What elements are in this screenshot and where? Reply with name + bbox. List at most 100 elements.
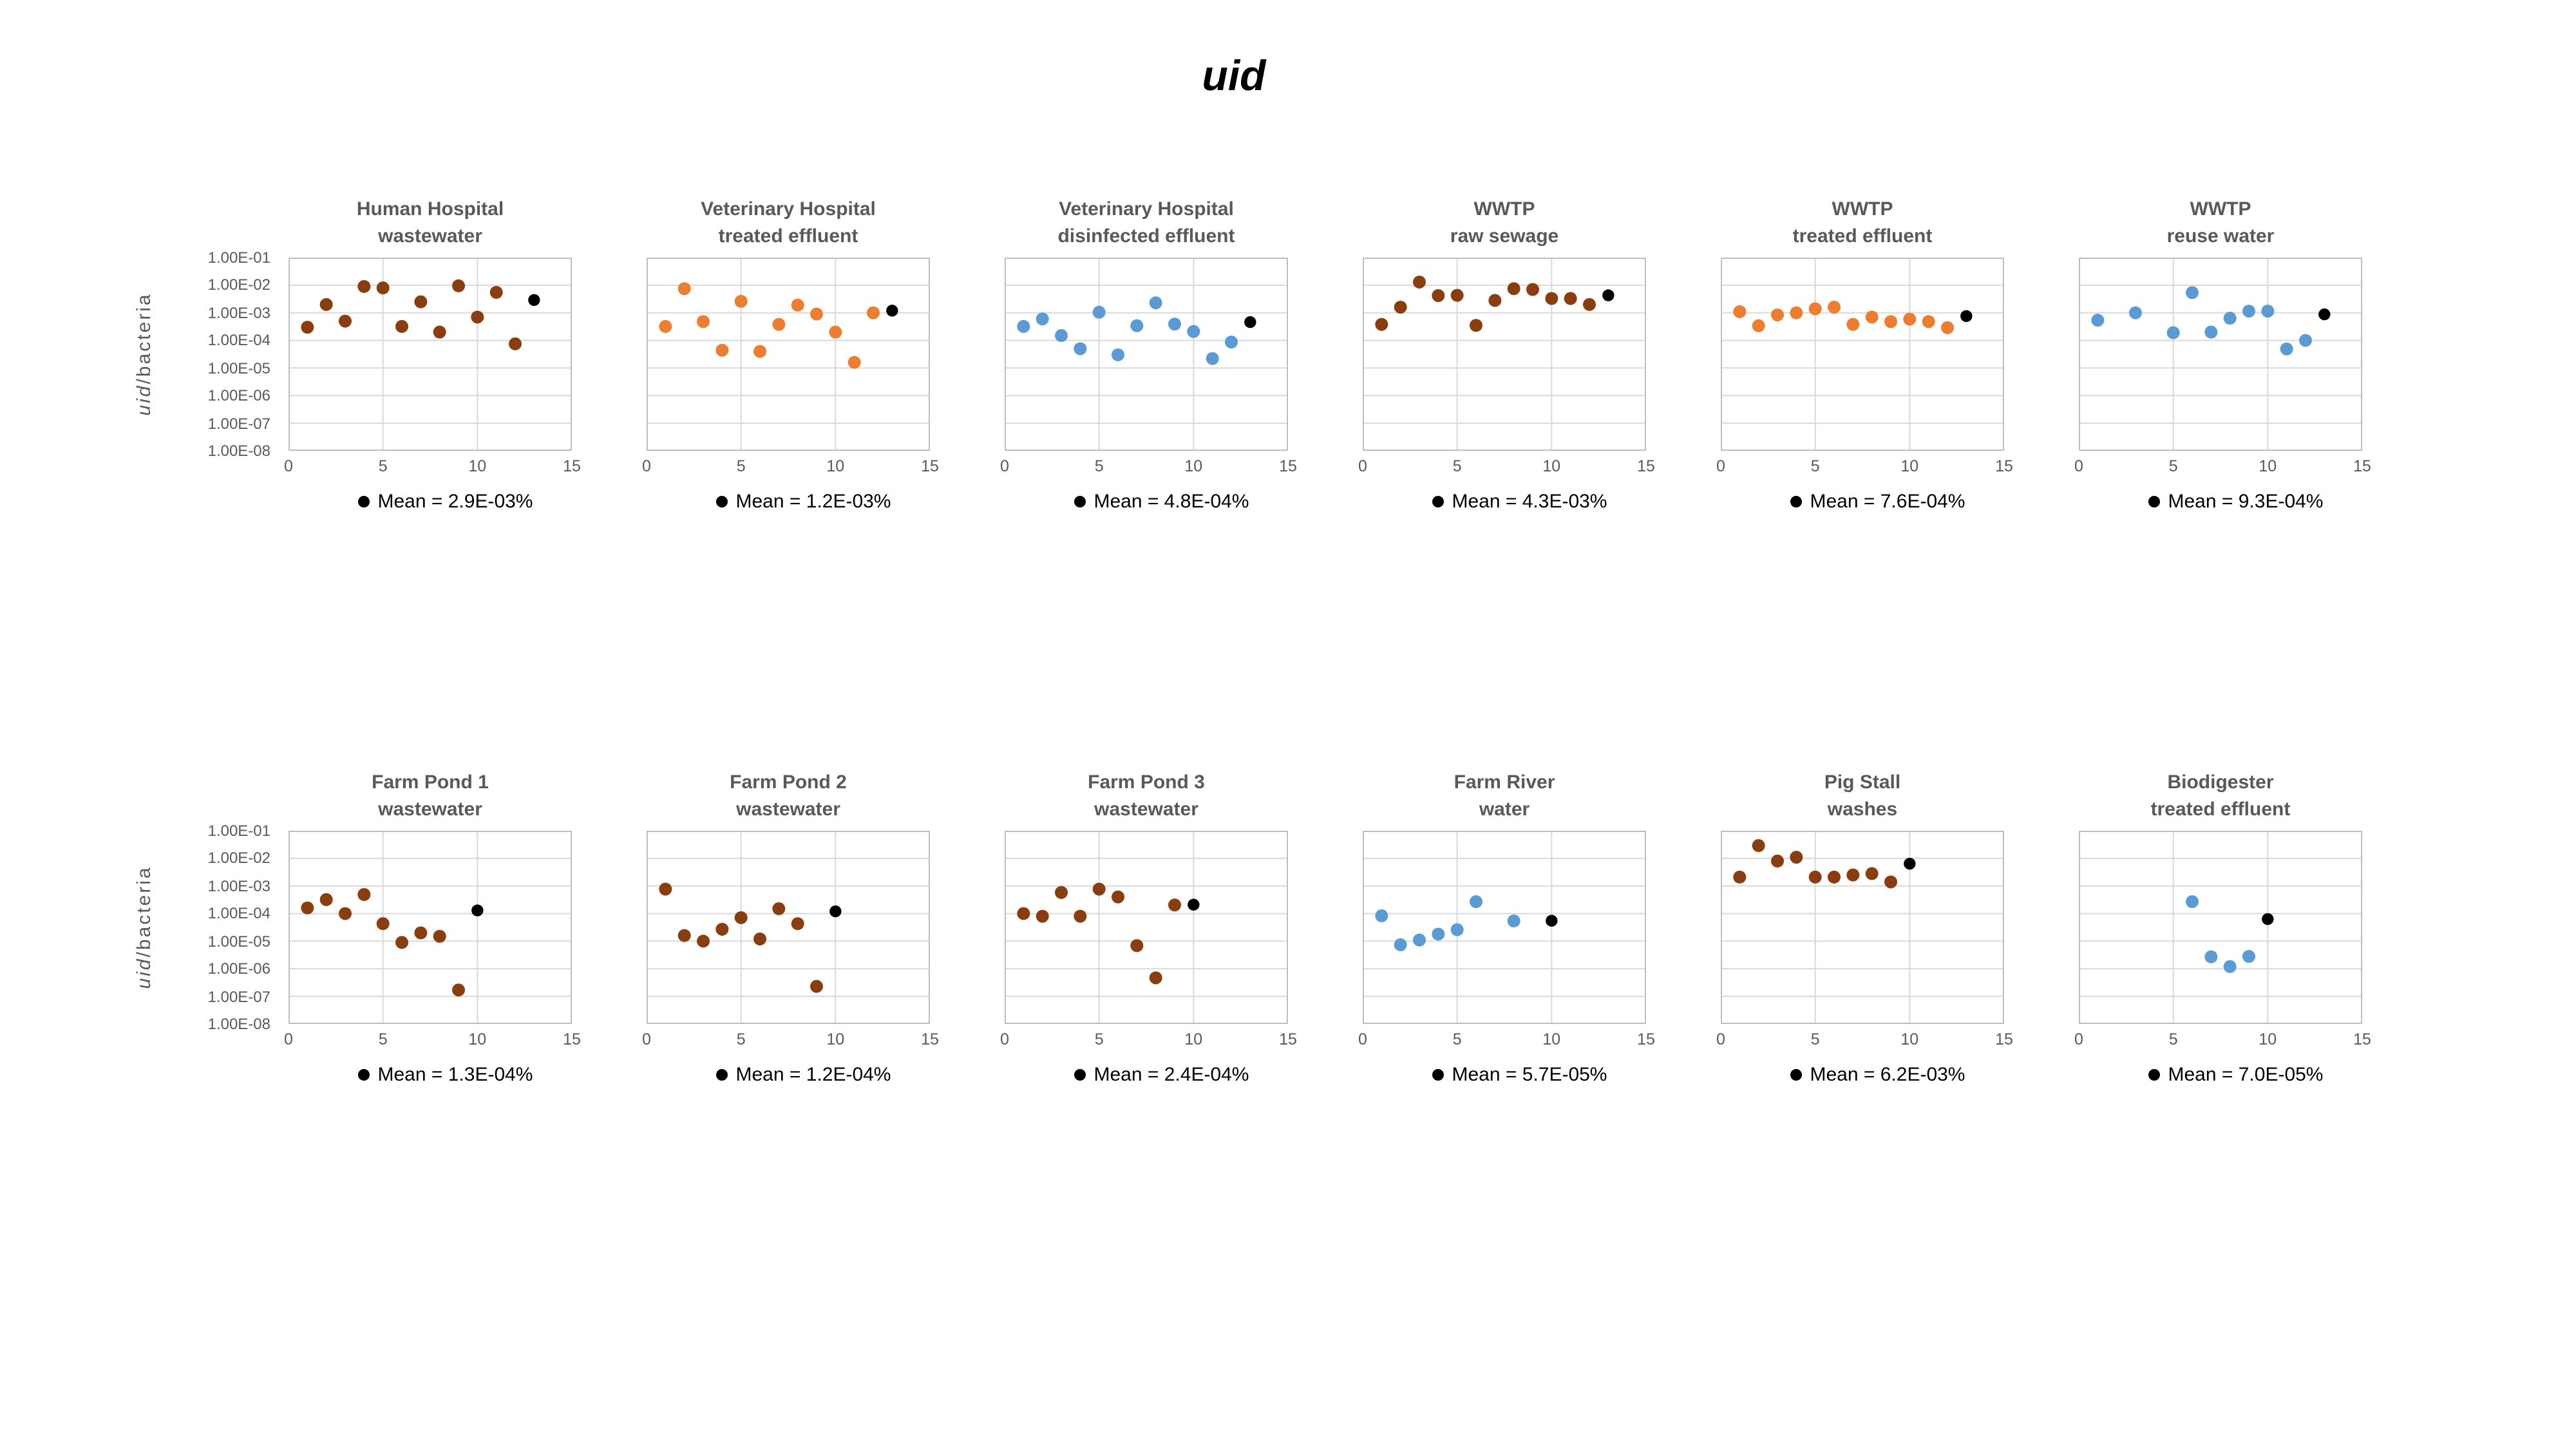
y-tick-label: 1.00E-04 [207,331,270,350]
plot-area [1363,258,1646,451]
plot-area [1721,831,2004,1024]
data-point [848,355,861,369]
subplot-farm-river-water: Farm River water 0 5 10 15 Mean = 5.7E-05% [1358,769,1655,1119]
x-tick-label: 10 [1542,457,1561,475]
y-tick-label: 1.00E-02 [207,849,270,867]
data-point [433,929,446,943]
x-tick-label: 0 [1000,1030,1009,1048]
data-point [1470,319,1482,332]
subplot-row-bottom: uid/bacteria Farm Pond 1 wastewater 1.00E-… [0,769,2576,1119]
x-tick-label: 10 [826,1030,845,1048]
subplot-title-line: Farm Pond 1 [372,772,489,793]
y-tick-label: 1.00E-08 [207,442,270,460]
data-point [1112,890,1124,904]
subplot-title: WWTP reuse water [2041,196,2400,250]
y-tick-label: 1.00E-04 [207,904,270,923]
data-point [829,325,842,339]
mean-point [1960,310,1973,323]
data-point [715,922,729,936]
data-point [1526,283,1539,296]
mean-point [1188,898,1200,911]
data-point [1168,317,1181,331]
data-point [357,279,371,293]
x-tick-label: 0 [1716,457,1725,475]
data-point [2299,334,2312,347]
data-point [1488,294,1502,307]
data-point [433,325,446,339]
subplot-title: Farm Pond 2 wastewater [609,769,967,823]
x-tick-label: 15 [1995,457,2013,475]
y-tick-label: 1.00E-07 [207,987,270,1006]
plot-border [647,831,930,1024]
y-tick-label: 1.00E-07 [207,414,270,433]
data-point [677,929,691,942]
mean-legend-dot [1790,496,1803,507]
mean-legend-dot [358,496,370,507]
data-point [319,893,333,906]
mean-legend-dot [1432,1069,1444,1081]
mean-legend: Mean = 5.7E-05% [1378,1064,1662,1086]
data-point [301,321,314,334]
mean-legend-label: Mean = 7.0E-05% [2168,1064,2324,1086]
data-point [1470,895,1482,909]
x-tick-label: 5 [1810,457,1820,475]
mean-legend-dot [2148,496,2161,507]
data-point [1771,308,1784,321]
data-point [734,911,748,924]
plot-area [1363,831,1646,1024]
subplot-title-line: Veterinary Hospital [1059,198,1234,220]
y-tick-label: 1.00E-08 [207,1015,270,1033]
x-tick-label: 10 [1184,457,1203,475]
data-point [772,902,786,916]
data-point [2242,305,2255,318]
plot-border [1721,831,2004,1024]
x-tick-label: 15 [1637,1030,1655,1048]
data-point [1092,305,1106,319]
subplot-title-line: Farm Pond 3 [1088,772,1205,793]
mean-legend-dot [1790,1069,1803,1081]
data-point [715,343,729,357]
data-point [1017,907,1030,920]
x-tick-label: 10 [1900,457,1919,475]
mean-legend-label: Mean = 7.6E-04% [1810,491,1965,513]
mean-point [829,905,842,918]
y-tick-label: 1.00E-06 [207,960,270,978]
data-point [376,281,390,295]
mean-legend: Mean = 2.9E-03% [304,491,587,513]
data-point [659,882,672,896]
x-tick-label: 15 [1995,1030,2013,1048]
subplot-title-line: Veterinary Hospital [701,198,876,220]
data-point [1413,933,1426,947]
data-point [2091,314,2105,327]
subplot-row-top: uid/bacteria Human Hospital wastewater 1.0… [0,196,2576,546]
data-point [1074,342,1087,355]
mean-legend-dot [1432,496,1444,507]
mean-legend-label: Mean = 9.3E-04% [2168,491,2324,513]
plot-border [289,831,572,1024]
data-point [1036,909,1049,923]
data-point [753,933,766,946]
x-tick-label: 15 [563,1030,581,1048]
subplot-title: Biodigester treated effluent [2041,769,2400,823]
x-tick-label: 5 [1452,457,1462,475]
data-point [2261,305,2275,318]
data-point [1055,329,1068,343]
subplot-title-line: disinfected effluent [1057,225,1235,247]
x-tick-label: 10 [468,1030,487,1048]
x-tick-label: 5 [378,457,388,475]
data-point [1375,317,1388,331]
data-point [1017,319,1030,333]
x-tick-label: 5 [1094,1030,1104,1048]
data-point [1206,352,1219,365]
data-point [1450,923,1464,936]
mean-point [2318,308,2331,321]
x-tick-label: 10 [826,457,845,475]
data-point [2280,342,2293,355]
data-point [471,310,484,324]
data-point [734,294,748,308]
data-point [1168,898,1181,912]
mean-legend-label: Mean = 4.3E-03% [1452,491,1607,513]
x-tick-label: 10 [2259,457,2277,475]
y-tick-label: 1.00E-05 [207,932,270,951]
